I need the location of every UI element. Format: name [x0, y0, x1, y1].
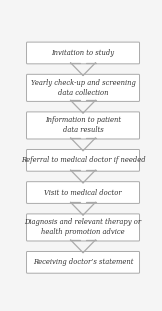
- Text: Referral to medical doctor if needed: Referral to medical doctor if needed: [21, 156, 145, 164]
- FancyBboxPatch shape: [27, 150, 139, 171]
- FancyBboxPatch shape: [27, 42, 139, 64]
- Text: Visit to medical doctor: Visit to medical doctor: [44, 188, 122, 197]
- Text: Information to patient
data results: Information to patient data results: [45, 116, 121, 134]
- Text: Receiving doctor’s statement: Receiving doctor’s statement: [33, 258, 133, 266]
- Text: Diagnosis and relevant therapy or
health promotion advice: Diagnosis and relevant therapy or health…: [24, 218, 142, 236]
- FancyBboxPatch shape: [27, 214, 139, 241]
- Text: Invitation to study: Invitation to study: [52, 49, 115, 57]
- Text: Yearly check-up and screening
data collection: Yearly check-up and screening data colle…: [31, 79, 135, 97]
- FancyBboxPatch shape: [27, 112, 139, 139]
- FancyBboxPatch shape: [27, 252, 139, 273]
- FancyBboxPatch shape: [27, 74, 139, 101]
- FancyBboxPatch shape: [27, 182, 139, 203]
